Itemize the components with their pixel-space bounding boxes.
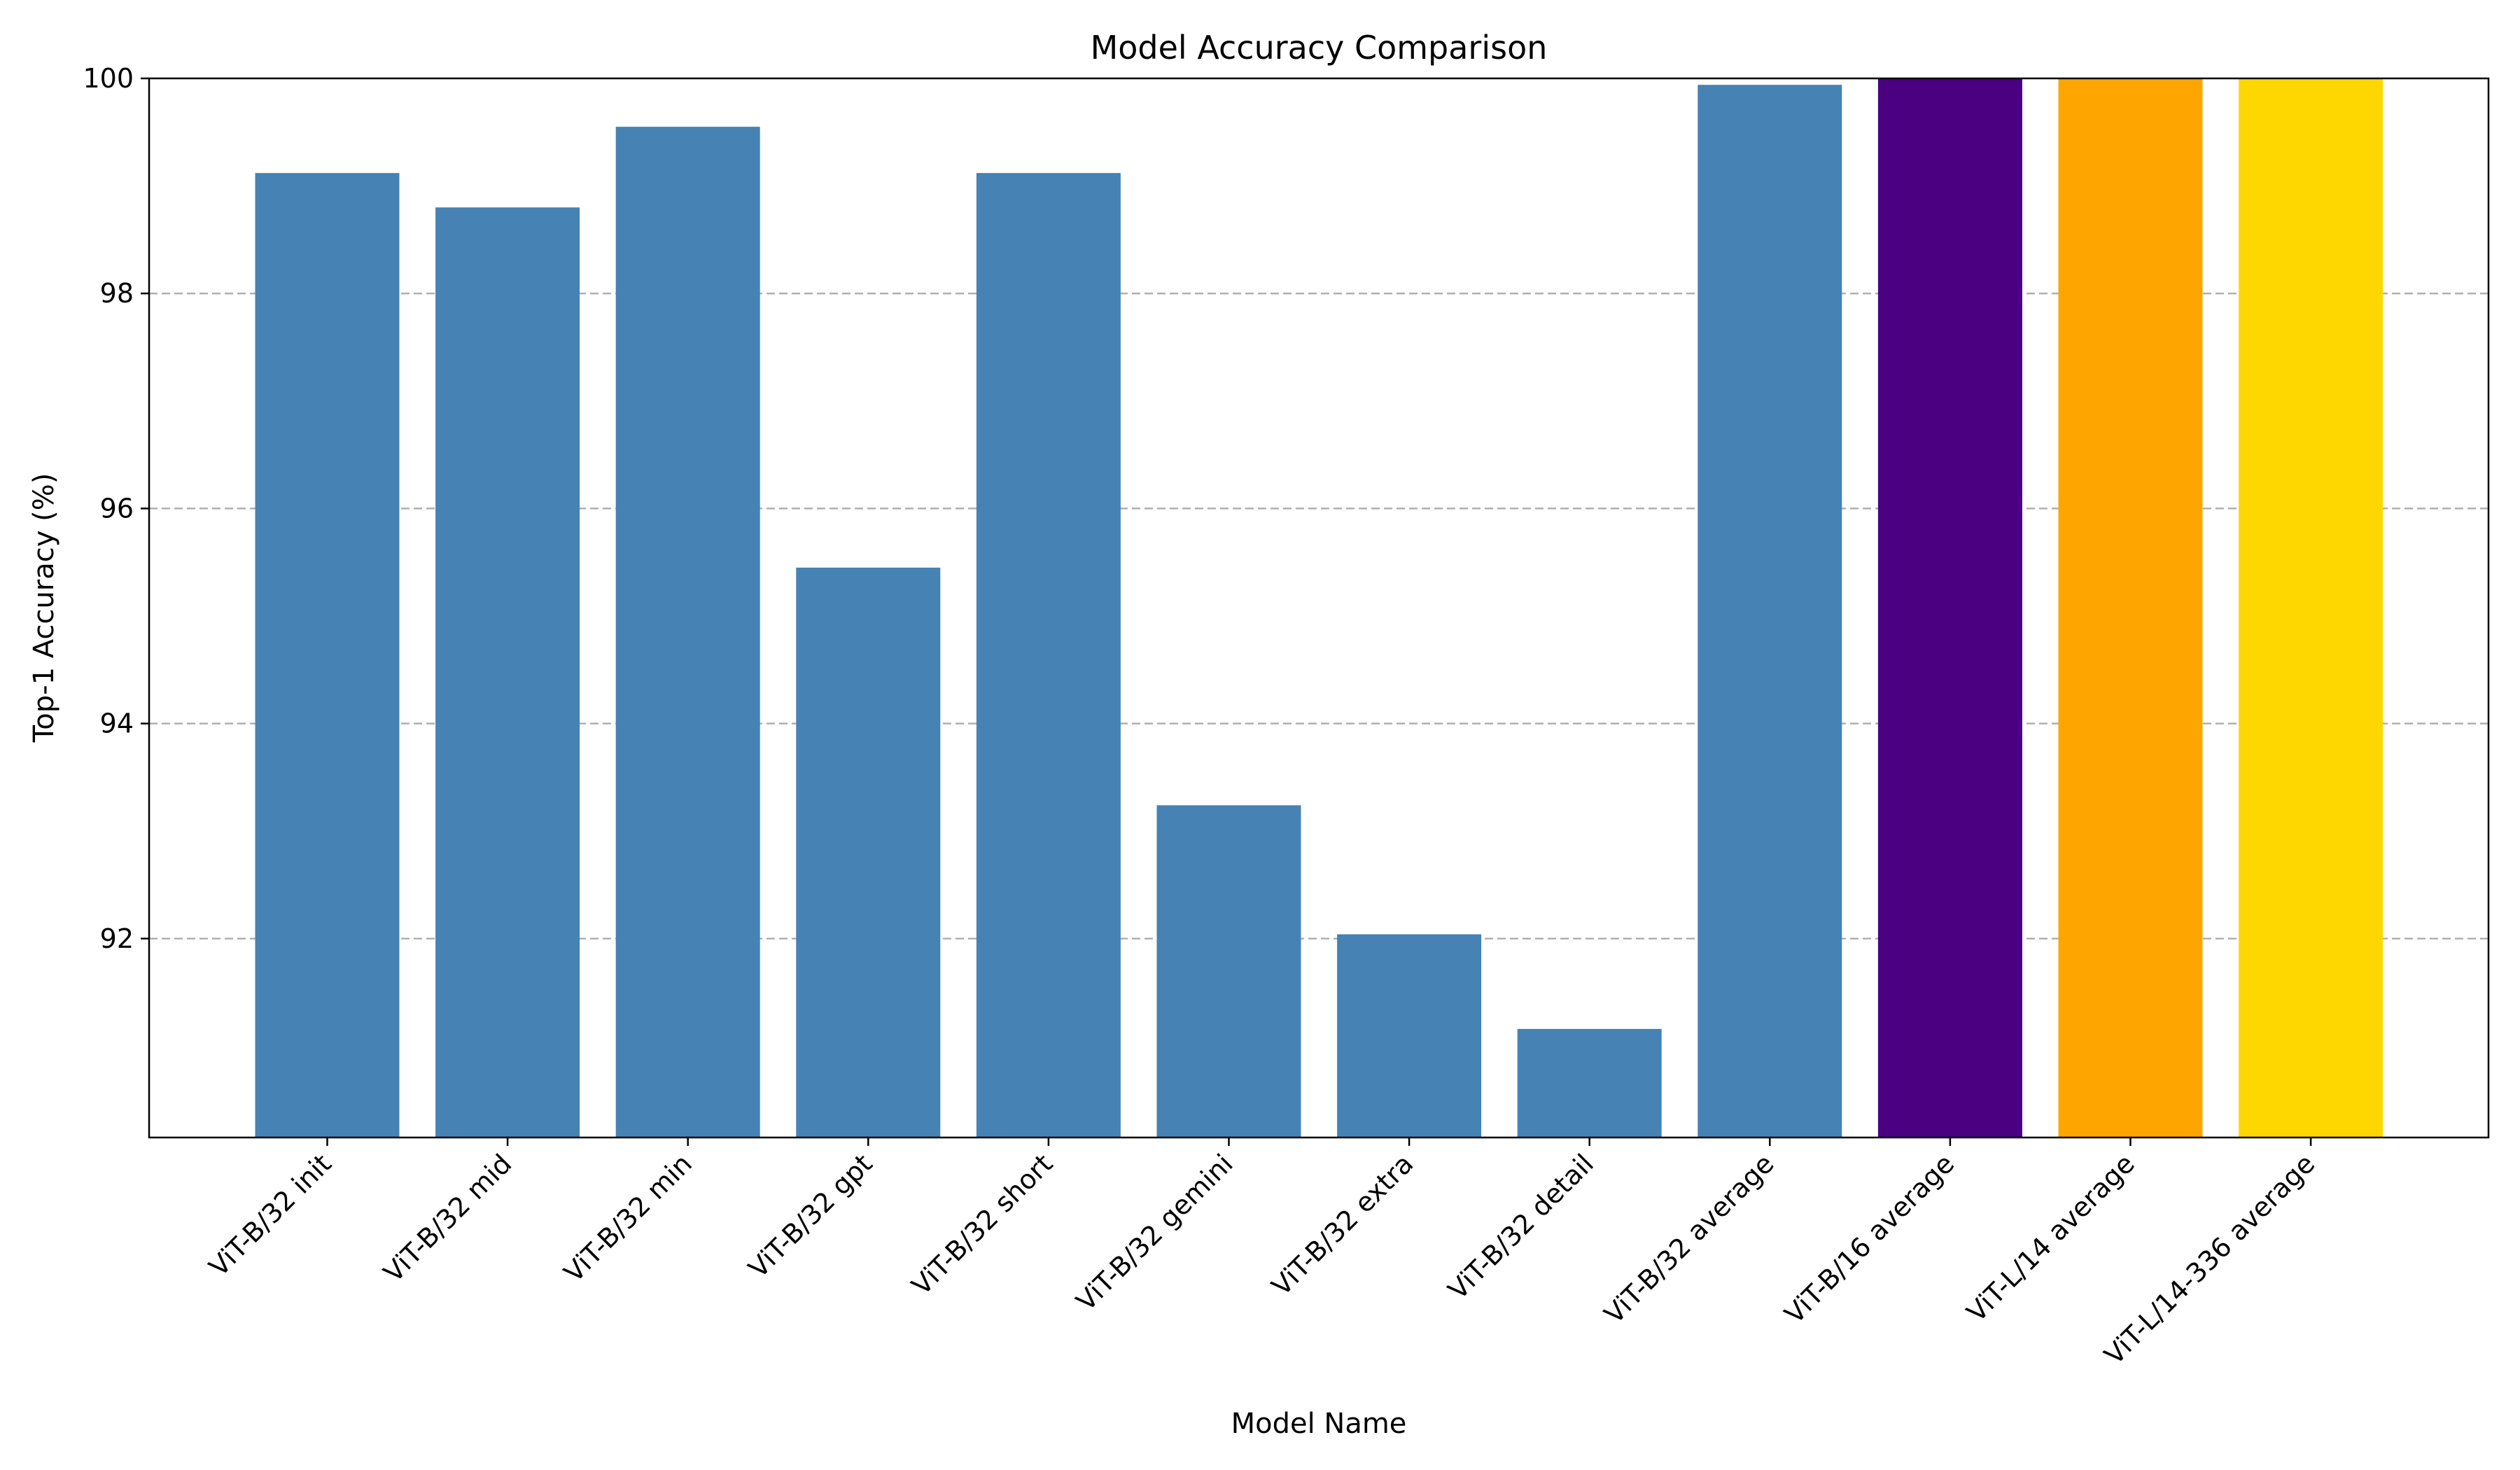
y-tick-label: 92 bbox=[100, 923, 134, 954]
bar bbox=[1337, 934, 1482, 1138]
bar bbox=[2058, 78, 2203, 1138]
x-tick-label: ViT-L/14 average bbox=[1961, 1148, 2141, 1328]
x-tick-label: ViT-B/32 short bbox=[906, 1148, 1058, 1301]
y-tick-label: 94 bbox=[100, 708, 134, 739]
bar bbox=[615, 127, 760, 1138]
plot-frame bbox=[148, 77, 2490, 1139]
x-tick-label: ViT-B/32 init bbox=[203, 1148, 337, 1282]
bar bbox=[796, 567, 941, 1138]
bar bbox=[1517, 1028, 1662, 1138]
x-tick-label: ViT-B/16 average bbox=[1779, 1148, 1960, 1329]
x-axis: ViT-B/32 init ViT-B/32 mid ViT-B/32 min ViT… bbox=[203, 1138, 2320, 1371]
bar bbox=[976, 173, 1121, 1138]
y-axis: 92 94 96 98 100 bbox=[83, 63, 149, 954]
bar bbox=[2239, 78, 2384, 1138]
x-tick-label: ViT-B/32 mid bbox=[377, 1148, 517, 1288]
bar bbox=[1877, 78, 2022, 1138]
chart-title: Model Accuracy Comparison bbox=[1091, 29, 1548, 66]
y-tick-label: 96 bbox=[100, 493, 134, 524]
x-tick-label: ViT-B/32 gpt bbox=[743, 1148, 878, 1284]
bar bbox=[255, 173, 400, 1138]
x-tick-label: ViT-B/32 detail bbox=[1442, 1148, 1600, 1306]
bar bbox=[1156, 805, 1301, 1138]
x-tick-label: ViT-L/14-336 average bbox=[2099, 1148, 2321, 1371]
x-axis-label: Model Name bbox=[1231, 1408, 1407, 1440]
bars bbox=[255, 78, 2384, 1138]
x-tick-label: ViT-B/32 gemini bbox=[1070, 1148, 1239, 1317]
x-tick-label: ViT-B/32 extra bbox=[1266, 1148, 1419, 1301]
bar bbox=[1698, 85, 1842, 1138]
y-tick-label: 100 bbox=[83, 63, 134, 94]
x-tick-label: ViT-B/32 average bbox=[1598, 1148, 1779, 1329]
x-tick-label: ViT-B/32 min bbox=[558, 1148, 698, 1288]
bar bbox=[435, 207, 580, 1138]
y-tick-label: 98 bbox=[100, 278, 134, 309]
y-axis-label: Top-1 Accuracy (%) bbox=[28, 473, 60, 743]
